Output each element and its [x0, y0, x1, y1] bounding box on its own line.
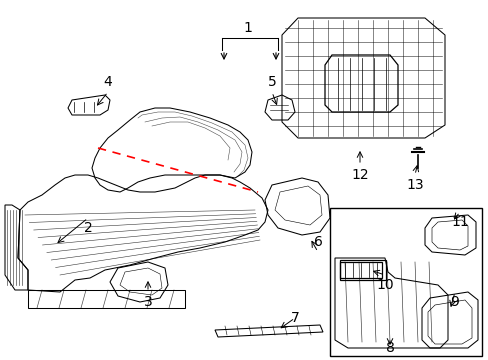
Bar [339, 260, 385, 280]
Text: 8: 8 [385, 341, 394, 355]
Text: 4: 4 [103, 75, 112, 89]
Text: 9: 9 [449, 295, 459, 309]
Text: 13: 13 [406, 178, 423, 192]
Text: 7: 7 [290, 311, 299, 325]
Text: 6: 6 [313, 235, 322, 249]
Text: 12: 12 [350, 168, 368, 182]
Text: 3: 3 [143, 295, 152, 309]
Text: 5: 5 [267, 75, 276, 89]
Bar [329, 208, 481, 356]
Text: 11: 11 [450, 215, 468, 229]
Text: 2: 2 [83, 221, 92, 235]
Text: 10: 10 [375, 278, 393, 292]
Text: 1: 1 [243, 21, 252, 35]
